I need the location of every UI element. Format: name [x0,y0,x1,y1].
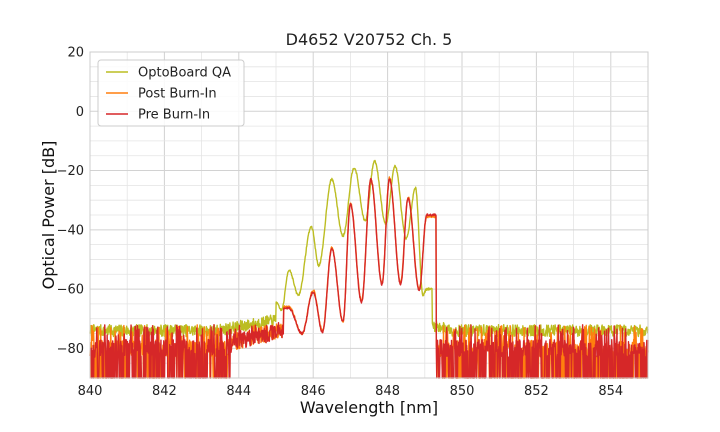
plot-frame [89,51,649,379]
x-tick-label: 844 [226,384,251,399]
x-tick-label: 848 [375,384,400,399]
x-tick-label: 846 [301,384,326,399]
legend-box [97,59,245,127]
y-tick-label: 0 [76,105,84,120]
y-tick-label: −40 [57,223,84,238]
x-tick-label: 842 [152,384,177,399]
y-axis-title: Optical Power [dB] [39,141,58,290]
x-tick-label: 854 [598,384,623,399]
series-lines [89,159,649,379]
chart-title: D4652 V20752 Ch. 5 [286,30,453,49]
legend: OptoBoard QA Post Burn-In Pre Burn-In [97,59,245,127]
y-tick-label: −20 [57,164,84,179]
legend-label: Pre Burn-In [138,108,210,123]
x-tick-label: 852 [524,384,549,399]
tick-labels: 840 842 844 846 848 850 852 854 −80 −60 −40 −20 0 20 [57,46,624,400]
legend-label: OptoBoard QA [138,66,231,81]
series-line [89,177,649,379]
legend-label: Post Burn-In [138,87,217,102]
y-tick-label: −60 [57,283,84,298]
x-axis-title: Wavelength [nm] [300,398,438,417]
y-tick-label: −80 [57,342,84,357]
y-tick-label: 20 [67,46,84,61]
x-tick-label: 840 [78,384,103,399]
x-tick-label: 850 [450,384,475,399]
